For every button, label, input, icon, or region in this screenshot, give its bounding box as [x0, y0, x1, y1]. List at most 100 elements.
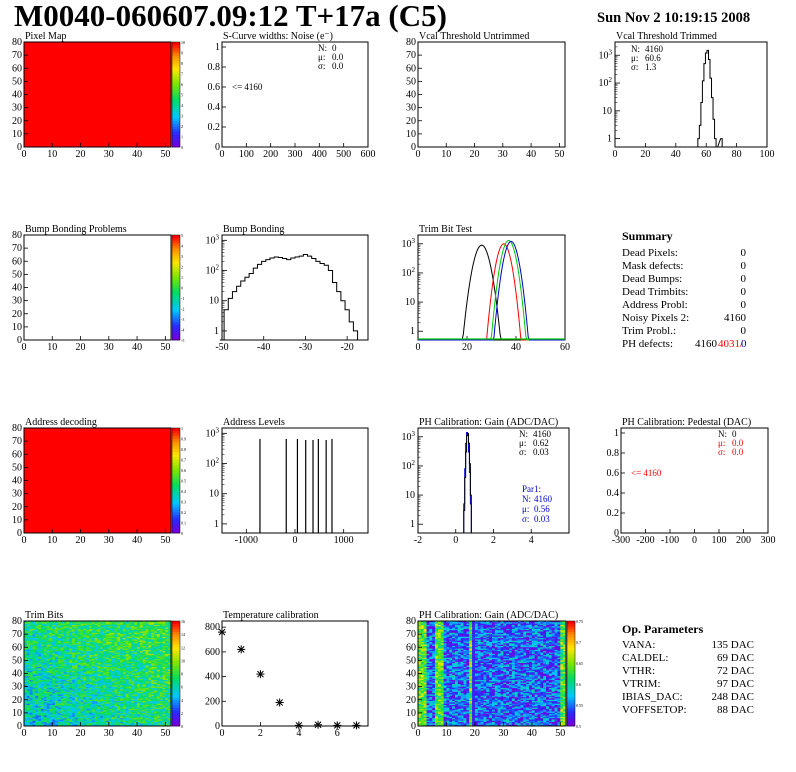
heatmap-cell [35, 660, 39, 662]
heatmap-cell [26, 723, 30, 725]
colorbar-step [172, 694, 180, 698]
stats-label: σ: [718, 447, 725, 457]
heatmap-cell [46, 682, 50, 685]
heatmap-cell [32, 651, 36, 653]
heatmap-cell [49, 693, 53, 695]
heatmap-cell [40, 705, 45, 707]
colorbar-step [172, 266, 180, 270]
heatmap-cell [43, 661, 47, 664]
heatmap-cell [40, 707, 45, 710]
heatmap-cell [63, 720, 67, 723]
heatmap-cell [55, 699, 59, 702]
colorbar-step [172, 139, 180, 143]
heatmap-cell [43, 687, 47, 690]
heatmap-cell [63, 695, 67, 698]
heatmap-cell [43, 685, 47, 687]
heatmap-cell [46, 685, 50, 687]
heatmap-cell [32, 724, 36, 727]
heatmap-cell [46, 714, 50, 716]
colorbar-tick-label: 14 [181, 632, 185, 637]
heatmap-cell [29, 634, 33, 636]
heatmap-cell [46, 640, 50, 643]
heatmap-cell [35, 687, 39, 690]
heatmap-cell [52, 701, 56, 703]
heatmap-cell [57, 705, 62, 707]
heatmap-cell [49, 621, 53, 623]
heatmap-cell [46, 686, 50, 689]
heatmap-cell [60, 653, 64, 656]
colorbar-step [172, 475, 180, 479]
stats-label: σ: [519, 447, 526, 457]
heatmap-cell [29, 711, 33, 714]
heatmap-cell [55, 701, 59, 703]
heatmap-cell [57, 720, 62, 723]
heatmap-cell [43, 705, 47, 707]
colorbar-step [172, 110, 180, 114]
heatmap-cell [52, 703, 56, 706]
heatmap-cell [29, 722, 33, 724]
heatmap-cell [49, 695, 53, 698]
heatmap-cell [38, 631, 42, 634]
heatmap-cell [57, 716, 62, 719]
heatmap-cell [63, 707, 67, 710]
heatmap-cell [46, 624, 50, 627]
heatmap-cell [69, 678, 73, 681]
heatmap-cell [60, 652, 64, 655]
heatmap-cell [49, 628, 53, 631]
heatmap-cell [46, 707, 50, 710]
heatmap-cell [43, 621, 47, 623]
scatter-point [275, 698, 284, 707]
heatmap-cell [26, 643, 30, 645]
heatmap-cell [49, 638, 53, 640]
heatmap-cell [55, 716, 59, 719]
heatmap-cell [52, 645, 56, 648]
heatmap-cell [49, 644, 53, 647]
colorbar-step [172, 438, 180, 442]
heatmap-cell [60, 626, 64, 628]
colorbar-step [172, 313, 180, 317]
heatmap-cell [60, 684, 64, 686]
heatmap-cell [29, 638, 33, 640]
heatmap-cell [24, 672, 28, 674]
heatmap-cell [66, 655, 70, 657]
x-tick-label: 20 [76, 728, 86, 739]
colorbar-frame [171, 427, 181, 534]
colorbar-step [172, 441, 180, 445]
heatmap-cell [26, 708, 30, 711]
colorbar-step [172, 321, 180, 325]
stats-label: σ: [631, 62, 638, 72]
heatmap-cell [46, 708, 50, 711]
heatmap-cell [52, 677, 56, 680]
heatmap-cell [69, 660, 73, 662]
heatmap-cell [57, 682, 62, 685]
heatmap-cell [43, 643, 47, 645]
heatmap-cell [26, 678, 30, 681]
heatmap-cell [43, 720, 47, 723]
heatmap-cell [43, 670, 47, 673]
colorbar-tick-label: 2 [181, 711, 183, 716]
heatmap-cell [43, 644, 47, 647]
colorbar-step [172, 42, 180, 46]
heatmap-cell [52, 626, 56, 628]
heatmap-cell [24, 701, 28, 703]
heatmap-cell [29, 624, 33, 627]
scatter-point [294, 721, 303, 730]
y-tick-label: 30 [12, 682, 22, 693]
heatmap-cell [63, 657, 67, 660]
heatmap-cell [24, 670, 28, 673]
heatmap-cell [35, 685, 39, 687]
heatmap-cell [66, 628, 70, 631]
colorbar-step [172, 73, 180, 77]
heatmap-cell [63, 702, 67, 704]
heatmap-cell [69, 659, 73, 661]
heatmap-cell [60, 685, 64, 687]
heatmap-cell [32, 682, 36, 685]
heatmap-cell [26, 636, 30, 639]
heatmap-cell [32, 714, 36, 716]
heatmap-cell [38, 685, 42, 687]
colorbar-step [172, 663, 180, 667]
heatmap-cell [40, 630, 45, 632]
heatmap-cell [66, 722, 70, 724]
heatmap-cell [49, 716, 53, 719]
heatmap-cell [66, 694, 70, 697]
